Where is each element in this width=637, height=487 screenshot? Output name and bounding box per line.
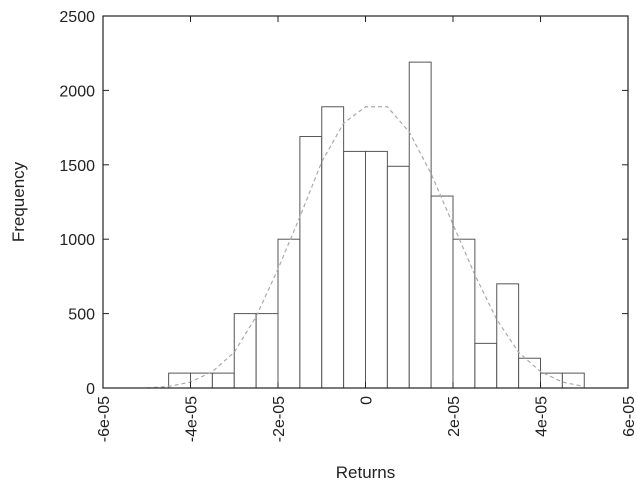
- x-tick-label: 6e-05: [621, 396, 637, 437]
- x-tick-label: -6e-05: [96, 396, 113, 442]
- y-tick-label: 2500: [59, 9, 95, 26]
- bars-layer: [168, 61, 585, 389]
- histogram-bar-0: [168, 372, 192, 389]
- x-tick-label: 0: [359, 396, 376, 405]
- histogram-bar-6: [299, 136, 323, 389]
- histogram-bar-8: [343, 150, 367, 389]
- histogram-bar-1: [190, 372, 213, 389]
- histogram-bar-4: [255, 313, 279, 389]
- x-tick-label: -4e-05: [184, 396, 201, 442]
- y-tick-label: 0: [86, 381, 95, 398]
- ticks-layer: 0 500 1000 1500 2000 2500 -6e-05 -4e-05 -2e-05 0 2…: [59, 9, 637, 442]
- histogram-bar-12: [430, 195, 454, 389]
- histogram-bar-18: [561, 372, 585, 389]
- x-tick-label: 2e-05: [446, 396, 463, 437]
- histogram-bar-5: [277, 238, 301, 389]
- y-tick-label: 1500: [59, 158, 95, 175]
- histogram-bar-13: [452, 238, 476, 389]
- y-tick-label: 1000: [59, 232, 95, 249]
- x-axis-title: Returns: [336, 463, 396, 482]
- fit-curve-layer: [146, 106, 585, 389]
- y-tick-label: 500: [68, 307, 95, 324]
- histogram-bar-7: [321, 106, 345, 389]
- histogram-bar-3: [233, 313, 257, 389]
- x-tick-label: -2e-05: [271, 396, 288, 442]
- histogram-bar-10: [386, 165, 410, 389]
- histogram-bar-2: [211, 372, 235, 389]
- x-tick-label: 4e-05: [534, 396, 551, 437]
- y-axis-title: Frequency: [9, 161, 28, 242]
- fit-curve-line: [146, 106, 585, 389]
- y-tick-label: 2000: [59, 83, 95, 100]
- histogram-bar-11: [408, 61, 432, 389]
- histogram-bar-9: [365, 150, 388, 389]
- histogram-bar-14: [474, 342, 498, 389]
